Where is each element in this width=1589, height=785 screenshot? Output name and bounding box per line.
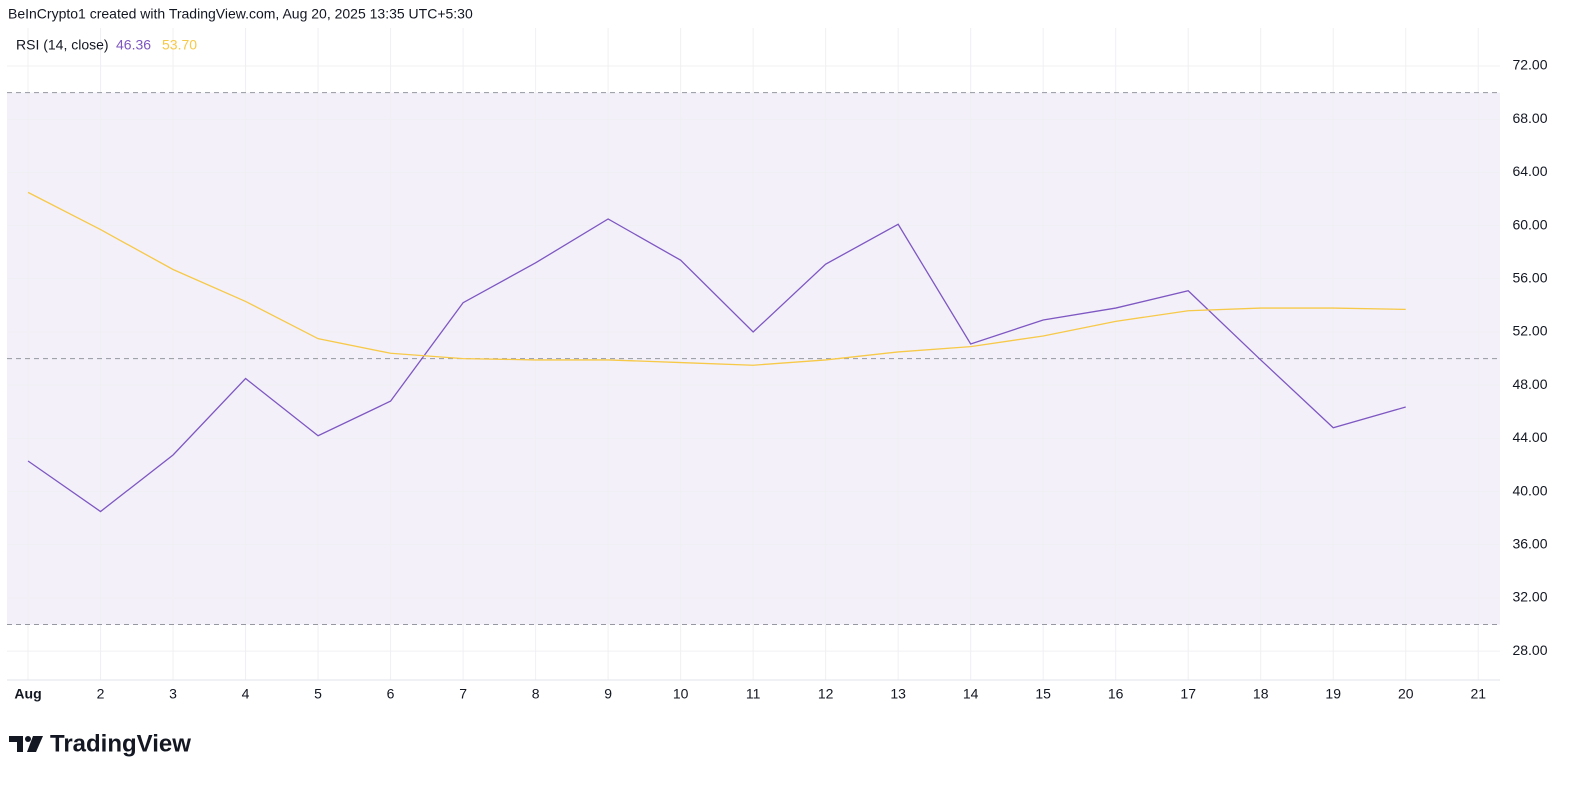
x-tick-label: 18 (1253, 686, 1269, 702)
x-tick-label: 9 (604, 686, 612, 702)
brand-logo: TradingView (9, 730, 191, 757)
y-tick-label: 36.00 (1512, 535, 1547, 551)
y-tick-label: 44.00 (1512, 429, 1547, 445)
x-tick-label: 5 (314, 686, 322, 702)
x-tick-label: 11 (746, 686, 761, 702)
x-tick-label: 3 (169, 686, 177, 702)
legend-value: 46.36 (116, 37, 151, 53)
y-tick-label: 68.00 (1512, 110, 1547, 126)
series-line (27, 191, 1406, 366)
y-tick-label: 60.00 (1512, 216, 1547, 232)
y-tick-label: 40.00 (1512, 482, 1547, 498)
x-tick-label: 12 (818, 686, 834, 702)
x-tick-label: 21 (1470, 686, 1486, 702)
x-tick-label: 16 (1108, 686, 1124, 702)
y-tick-label: 48.00 (1512, 376, 1547, 392)
x-tick-label: 6 (387, 686, 395, 702)
legend-title: RSI (14, close) (16, 37, 109, 53)
x-tick-label: 7 (459, 686, 467, 702)
x-tick-label: 19 (1325, 686, 1341, 702)
brand-name: TradingView (50, 730, 191, 757)
y-tick-label: 32.00 (1512, 589, 1547, 605)
y-tick-label: 52.00 (1512, 323, 1547, 339)
plot-area (7, 28, 1500, 680)
attribution: BeInCrypto1 created with TradingView.com… (8, 6, 473, 22)
x-tick-label: 17 (1180, 686, 1196, 702)
y-tick-label: 56.00 (1512, 270, 1547, 286)
y-tick-label: 64.00 (1512, 163, 1547, 179)
x-tick-label: 13 (890, 686, 906, 702)
x-tick-label: 14 (963, 686, 979, 702)
x-tick-label: 2 (97, 686, 105, 702)
x-tick-label: 10 (673, 686, 689, 702)
x-tick-label: 20 (1398, 686, 1414, 702)
x-tick-label: 4 (242, 686, 250, 702)
y-tick-label: 72.00 (1512, 57, 1547, 73)
x-tick-label: 8 (532, 686, 540, 702)
x-tick-label: Aug (14, 686, 41, 702)
x-tick-label: 15 (1035, 686, 1051, 702)
legend-value: 53.70 (162, 37, 197, 53)
y-tick-label: 28.00 (1512, 642, 1547, 658)
series-line (27, 218, 1406, 513)
